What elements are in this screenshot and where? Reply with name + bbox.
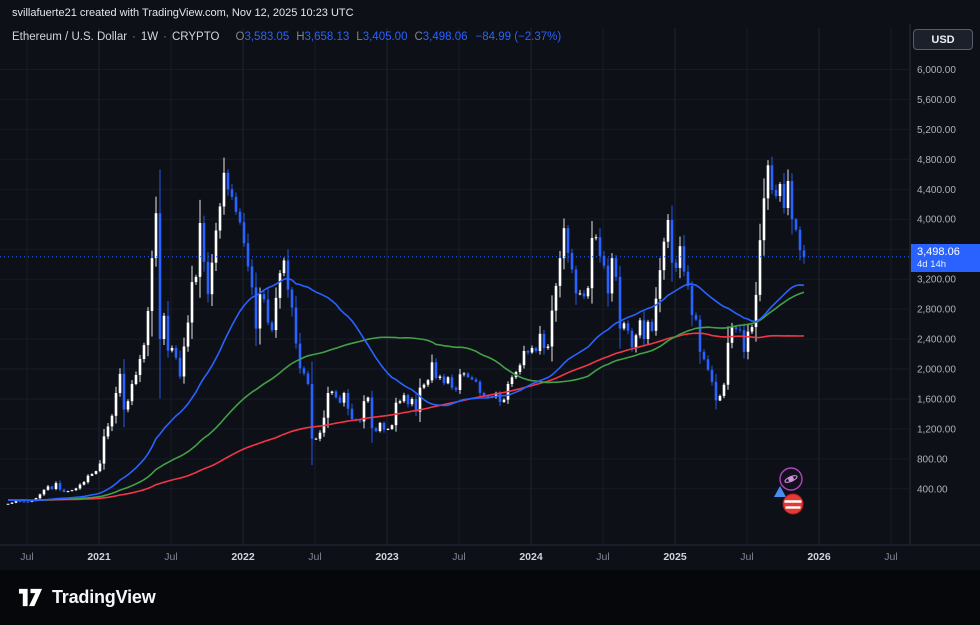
svg-text:5,600.00: 5,600.00	[917, 95, 956, 106]
svg-text:800.00: 800.00	[917, 454, 948, 465]
tradingview-logo-icon[interactable]	[18, 585, 43, 610]
striped-ball-sticker-icon[interactable]	[782, 493, 804, 515]
interval-label[interactable]: 1W	[140, 31, 159, 43]
ma-line-mid	[7, 291, 805, 502]
svg-text:1,600.00: 1,600.00	[917, 395, 956, 406]
svg-text:Jul: Jul	[740, 551, 753, 563]
svg-text:400.00: 400.00	[917, 484, 948, 495]
symbol-title[interactable]: Ethereum / U.S. Dollar	[12, 31, 128, 43]
svg-text:5,200.00: 5,200.00	[917, 125, 956, 136]
svg-text:Jul: Jul	[884, 551, 897, 563]
high-value: 3,658.13	[304, 31, 350, 43]
svg-text:2,000.00: 2,000.00	[917, 365, 956, 376]
close-value: 3,498.06	[422, 31, 468, 43]
svg-text:2022: 2022	[231, 551, 255, 563]
planet-sticker-icon[interactable]	[779, 467, 803, 491]
legend-separator: ·	[163, 31, 167, 43]
svg-text:2023: 2023	[375, 551, 399, 563]
high-label: H	[296, 31, 305, 43]
close-label: C	[414, 31, 423, 43]
svg-text:1,200.00: 1,200.00	[917, 424, 956, 435]
svg-text:2026: 2026	[807, 551, 831, 563]
svg-text:2,400.00: 2,400.00	[917, 335, 956, 346]
svg-text:4,400.00: 4,400.00	[917, 185, 956, 196]
svg-text:2021: 2021	[87, 551, 111, 563]
candles-layer	[6, 156, 806, 505]
svg-text:4,800.00: 4,800.00	[917, 155, 956, 166]
brand-wordmark[interactable]: TradingView	[52, 587, 156, 607]
low-label: L	[356, 31, 363, 43]
svg-text:6,000.00: 6,000.00	[917, 65, 956, 76]
legend: Ethereum / U.S. Dollar · 1W · CRYPTO O3,…	[12, 31, 561, 43]
price-axis-badge[interactable]: 3,498.06 4d 14h	[911, 244, 980, 272]
svg-text:2025: 2025	[663, 551, 687, 563]
open-value: 3,583.05	[244, 31, 290, 43]
svg-text:3,200.00: 3,200.00	[917, 275, 956, 286]
footer-bar: TradingView	[0, 570, 980, 625]
legend-separator: ·	[132, 31, 136, 43]
grid-layer	[0, 28, 910, 545]
last-price-label: 3,498.06	[917, 246, 960, 258]
up-arrow-marker-icon[interactable]	[774, 486, 786, 497]
creator-attribution: svillafuerte21 created with TradingView.…	[12, 7, 354, 19]
time-axis-labels[interactable]: Jul 2021 Jul 2022 Jul 2023 Jul 2024 Jul 2025 Jul 20…	[20, 551, 897, 563]
open-label: O	[235, 31, 245, 43]
ma-line-fast	[8, 277, 805, 502]
ma-line-slow	[8, 332, 805, 502]
svg-text:Jul: Jul	[596, 551, 609, 563]
price-axis-labels[interactable]: 6,000.00 5,600.00 5,200.00 4,800.00 4,400.00…	[917, 65, 956, 495]
svg-text:4,000.00: 4,000.00	[917, 215, 956, 226]
price-chart[interactable]: 6,000.00 5,600.00 5,200.00 4,800.00 4,400.00…	[0, 0, 980, 570]
svg-text:Jul: Jul	[308, 551, 321, 563]
svg-text:Jul: Jul	[20, 551, 33, 563]
stickers-layer	[774, 467, 804, 515]
svg-text:Jul: Jul	[452, 551, 465, 563]
svg-text:2,800.00: 2,800.00	[917, 305, 956, 316]
ohlc-values: O3,583.05 H3,658.13 L3,405.00 C3,498.06	[229, 31, 468, 43]
exchange-label: CRYPTO	[171, 31, 220, 43]
svg-text:Jul: Jul	[164, 551, 177, 563]
currency-toggle-button[interactable]: USD	[913, 29, 973, 50]
bar-countdown: 4d 14h	[917, 259, 947, 270]
change-value: −84.99 (−2.37%)	[475, 31, 562, 43]
svg-text:2024: 2024	[519, 551, 543, 563]
low-value: 3,405.00	[362, 31, 408, 43]
